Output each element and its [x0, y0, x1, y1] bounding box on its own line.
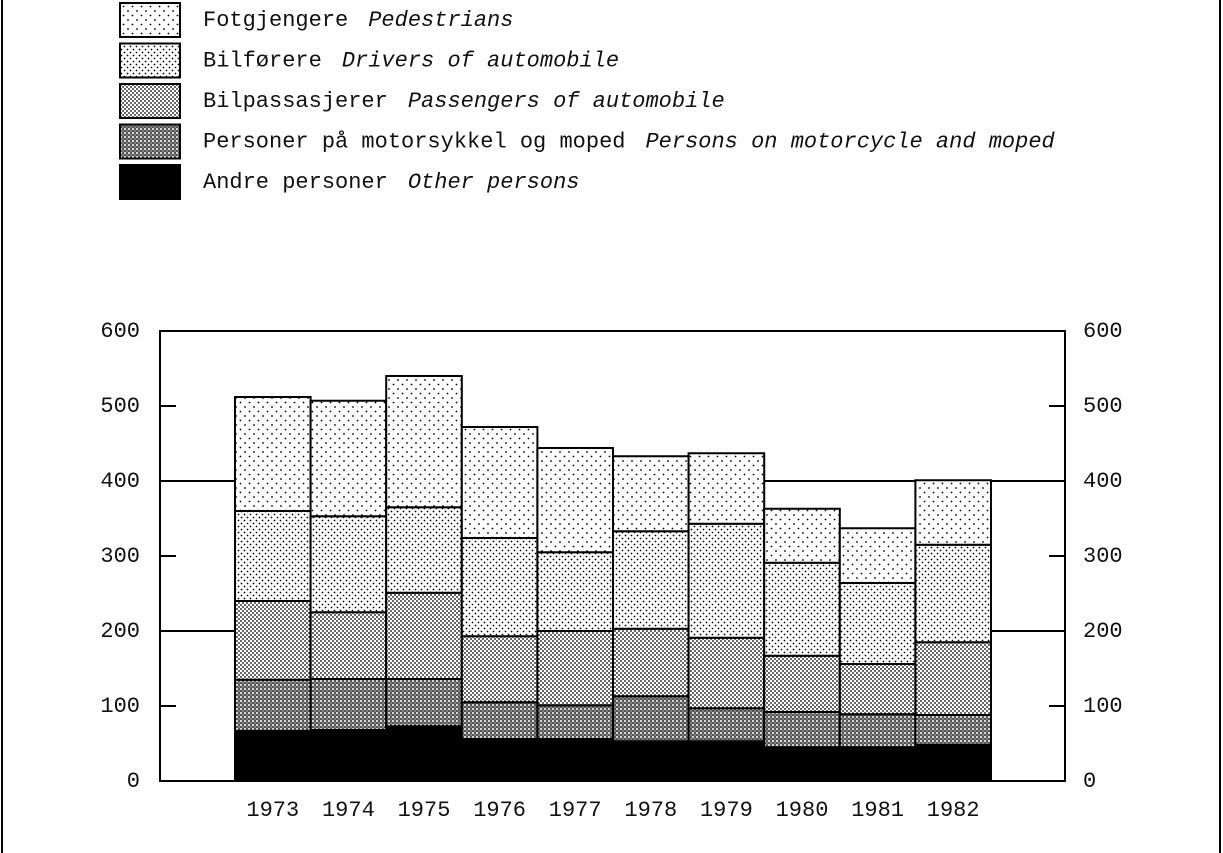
bar-segment — [385, 678, 463, 728]
x-tick-label: 1973 — [246, 798, 299, 823]
bar-segment — [234, 600, 312, 681]
bar-segment — [914, 744, 993, 782]
legend-swatch — [119, 42, 181, 79]
bar-segment — [234, 396, 312, 512]
bar-segment — [763, 561, 841, 657]
bar-segment — [838, 663, 917, 716]
y-tick-label: 200 — [100, 619, 140, 644]
x-tick-label: 1974 — [322, 798, 375, 823]
bar-segment — [309, 611, 388, 680]
bar-segment — [687, 740, 766, 782]
legend-swatch — [119, 83, 181, 119]
y2-tick-label: 500 — [1083, 394, 1123, 419]
bar-segment — [914, 543, 993, 644]
legend-label-en: Other persons — [408, 170, 580, 195]
legend-label-en: Persons on motorcycle and moped — [645, 129, 1055, 154]
legend-label-en: Pedestrians — [368, 8, 513, 33]
bar-segment — [763, 654, 841, 713]
y-tick-label: 100 — [100, 694, 140, 719]
bar-segment — [612, 455, 690, 533]
bar-segment — [460, 738, 539, 782]
bar-segment — [385, 725, 463, 782]
bar-segment — [914, 641, 993, 716]
x-tick-label: 1976 — [473, 798, 526, 823]
bar-segment — [460, 537, 539, 638]
legend-label: Fotgjengere — [203, 8, 348, 33]
y-tick-label: 300 — [100, 544, 140, 569]
legend-label-en: Drivers of automobile — [342, 48, 619, 73]
bar-segment — [838, 527, 917, 584]
x-tick-label: 1978 — [624, 798, 677, 823]
y-tick-label: 600 — [100, 319, 140, 344]
bar-segment — [763, 711, 841, 749]
legend-swatch — [119, 164, 181, 200]
x-tick-label: 1975 — [398, 798, 451, 823]
y2-tick-label: 0 — [1083, 769, 1096, 794]
bar-segment — [460, 701, 539, 740]
plot-frame — [159, 330, 1066, 782]
bar-segment — [914, 479, 993, 546]
legend-label: Andre personer — [203, 170, 388, 195]
y-tick-label: 0 — [127, 769, 140, 794]
y-tick-label: 500 — [100, 394, 140, 419]
bar-segment — [385, 375, 463, 509]
legend-label: Bilførere — [203, 48, 322, 73]
bar-segment — [612, 627, 690, 698]
bar-segment — [687, 707, 766, 743]
bar-segment — [460, 426, 539, 539]
bar-segment — [687, 522, 766, 639]
bar-segment — [234, 510, 312, 602]
legend-label-en: Passengers of automobile — [408, 89, 725, 114]
bar-segment — [612, 530, 690, 630]
x-tick-label: 1977 — [549, 798, 602, 823]
x-tick-label: 1982 — [927, 798, 980, 823]
bar-segment — [612, 740, 690, 782]
bar-segment — [536, 447, 615, 554]
bar-segment — [612, 695, 690, 743]
bar-segment — [385, 591, 463, 680]
bar-segment — [536, 551, 615, 632]
legend-swatch — [119, 2, 181, 38]
x-tick-label: 1981 — [851, 798, 904, 823]
bar-segment — [460, 635, 539, 704]
y2-tick-label: 100 — [1083, 694, 1123, 719]
bar-segment — [914, 714, 993, 746]
y-tick-label: 400 — [100, 469, 140, 494]
legend-label: Personer på motorsykkel og moped — [203, 129, 625, 154]
bar-segment — [536, 704, 615, 740]
y2-tick-label: 200 — [1083, 619, 1123, 644]
bar-segment — [309, 515, 388, 614]
bar-segment — [385, 506, 463, 594]
bar-segment — [536, 738, 615, 782]
bar-segment — [234, 678, 312, 732]
y2-tick-label: 400 — [1083, 469, 1123, 494]
bar-segment — [763, 507, 841, 564]
bar-segment — [309, 729, 388, 782]
legend-label: Bilpassasjerer — [203, 89, 388, 114]
bar-segment — [309, 678, 388, 731]
bar-segment — [687, 636, 766, 710]
bar-segment — [309, 399, 388, 518]
y2-tick-label: 300 — [1083, 544, 1123, 569]
bar-segment — [838, 713, 917, 749]
x-tick-label: 1979 — [700, 798, 753, 823]
bar-segment — [536, 630, 615, 707]
legend-swatch — [119, 123, 181, 160]
y2-tick-label: 600 — [1083, 319, 1123, 344]
bar-segment — [234, 729, 312, 782]
bar-segment — [763, 746, 841, 782]
bar-segment — [687, 452, 766, 525]
bar-segment — [838, 582, 917, 665]
x-tick-label: 1980 — [776, 798, 829, 823]
bar-segment — [838, 746, 917, 782]
